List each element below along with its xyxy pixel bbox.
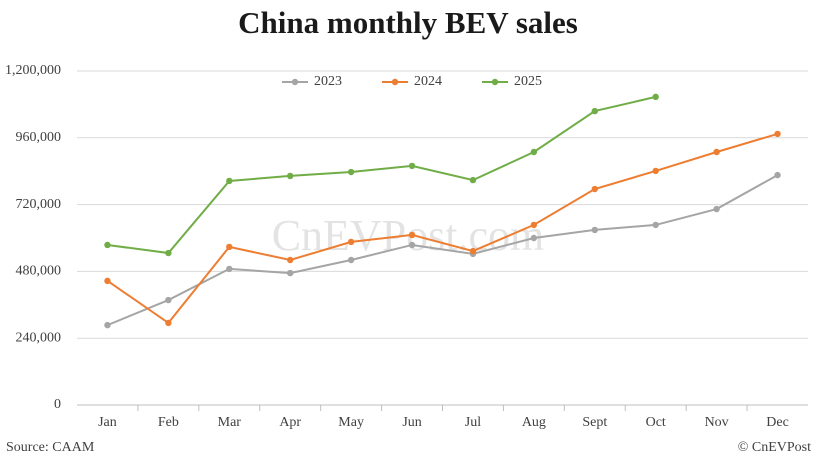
data-point	[226, 177, 233, 185]
x-tick-label: Aug	[522, 415, 546, 430]
data-point	[347, 238, 355, 246]
x-tick-label: Jul	[465, 415, 481, 430]
x-tick-label: Jan	[98, 415, 117, 430]
legend-label: 2023	[314, 74, 342, 89]
x-tick-label: Feb	[158, 415, 179, 430]
data-point	[165, 296, 172, 304]
data-point	[652, 221, 659, 229]
data-point	[591, 185, 598, 193]
data-point	[165, 319, 172, 327]
y-tick-label: 0	[54, 397, 61, 412]
credit: © CnEVPost	[738, 440, 811, 455]
data-point	[287, 172, 294, 180]
y-tick-label: 960,000	[16, 130, 62, 145]
data-point	[347, 256, 355, 264]
data-point	[408, 241, 416, 249]
series-line	[107, 174, 779, 327]
x-tick-label: Oct	[646, 415, 666, 430]
data-point	[713, 148, 720, 156]
x-tick-label: Nov	[705, 415, 729, 430]
data-point	[530, 148, 538, 156]
data-point	[287, 269, 294, 277]
x-tick-label: Mar	[218, 415, 242, 430]
legend-marker	[291, 78, 299, 86]
data-point	[226, 243, 233, 251]
data-point	[165, 249, 172, 257]
series-line	[107, 95, 656, 255]
data-point	[347, 168, 355, 176]
data-point	[469, 247, 477, 255]
chart-title: China monthly BEV sales	[238, 5, 578, 40]
data-point	[530, 221, 538, 229]
legend-label: 2024	[414, 74, 442, 89]
y-tick-label: 240,000	[16, 330, 62, 345]
x-tick-label: Jun	[402, 415, 421, 430]
legend-marker	[391, 78, 399, 86]
x-tick-label: Dec	[766, 415, 789, 430]
data-point	[652, 167, 659, 175]
data-point	[530, 234, 538, 242]
data-point	[408, 162, 416, 170]
data-point	[774, 130, 781, 138]
data-point	[226, 265, 233, 273]
data-point	[408, 231, 416, 239]
data-point	[713, 205, 720, 213]
data-point	[591, 107, 598, 115]
x-tick-label: Apr	[279, 415, 301, 430]
y-tick-label: 1,200,000	[5, 63, 61, 78]
data-point	[774, 171, 781, 179]
data-point	[469, 176, 477, 184]
legend-label: 2025	[514, 74, 542, 89]
x-tick-label: May	[338, 415, 364, 430]
source: Source: CAAM	[6, 440, 95, 455]
data-point	[591, 226, 598, 234]
data-point	[652, 93, 659, 101]
y-tick-label: 480,000	[16, 264, 62, 279]
x-tick-label: Sept	[582, 415, 607, 430]
data-point	[104, 277, 111, 285]
data-point	[287, 256, 294, 264]
y-tick-label: 720,000	[16, 197, 62, 212]
data-point	[104, 241, 111, 249]
data-point	[104, 321, 111, 329]
series-line	[106, 132, 778, 325]
legend-marker	[491, 78, 499, 86]
